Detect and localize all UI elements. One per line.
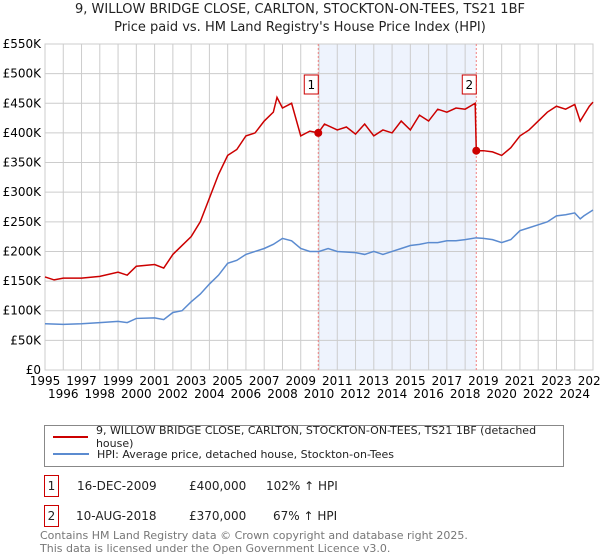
x-tick-label: 2013	[359, 374, 390, 388]
x-tick-label: 2003	[176, 374, 207, 388]
sale-date: 10-AUG-2018	[76, 509, 157, 523]
footer-line: This data is licensed under the Open Gov…	[40, 542, 391, 555]
x-tick-label: 2010	[304, 387, 335, 401]
legend-item-hpi: HPI: Average price, detached house, Stoc…	[53, 446, 394, 462]
x-tick-label: 2009	[285, 374, 316, 388]
x-tick-label: 2021	[505, 374, 536, 388]
sale-price: £400,000	[189, 479, 247, 493]
x-tick-label: 1997	[66, 374, 97, 388]
legend: 9, WILLOW BRIDGE CLOSE, CARLTON, STOCKTO…	[44, 424, 564, 467]
chart-title: 9, WILLOW BRIDGE CLOSE, CARLTON, STOCKTO…	[75, 2, 525, 17]
series-line	[44, 209, 594, 326]
x-tick-label: 2011	[322, 374, 353, 388]
legend-swatch-red	[53, 436, 88, 438]
x-tick-label: 1998	[85, 387, 116, 401]
x-tick-label: 2004	[194, 387, 225, 401]
x-tick-label: 2020	[486, 387, 517, 401]
y-tick-label: £300K	[3, 185, 43, 199]
x-tick-label: 2001	[139, 374, 170, 388]
sale-row-2: 2 10-AUG-2018 £370,000 67% ↑ HPI	[44, 505, 444, 527]
sale-point	[314, 128, 323, 137]
x-tick-label: 2015	[395, 374, 426, 388]
y-tick-label: £550K	[3, 37, 43, 51]
x-tick-label: 2006	[231, 387, 262, 401]
price-chart: 1995199619971998199920002001200220032004…	[3, 37, 600, 401]
sale-label: 1	[307, 78, 315, 92]
y-tick-label: £200K	[3, 244, 43, 258]
y-tick-label: £0	[26, 363, 41, 377]
legend-label: 9, WILLOW BRIDGE CLOSE, CARLTON, STOCKTO…	[95, 424, 537, 450]
legend-label: HPI: Average price, detached house, Stoc…	[97, 447, 395, 461]
x-tick-label: 2016	[413, 387, 444, 401]
x-tick-label: 2012	[340, 387, 371, 401]
x-tick-label: 2007	[249, 374, 280, 388]
series-line	[44, 95, 594, 281]
sale-price: £370,000	[189, 509, 247, 523]
y-tick-label: £150K	[3, 274, 43, 288]
chart-subtitle: Price paid vs. HM Land Registry's House …	[114, 20, 486, 35]
y-tick-label: £50K	[10, 333, 42, 347]
ownership-shade	[318, 44, 477, 370]
footer-line: Contains HM Land Registry data © Crown c…	[40, 529, 468, 542]
y-tick-label: £400K	[3, 126, 43, 140]
x-tick-label: 1999	[103, 374, 134, 388]
x-tick-label: 2018	[450, 387, 481, 401]
sale-row-1: 1 16-DEC-2009 £400,000 102% ↑ HPI	[44, 475, 444, 497]
x-tick-label: 2002	[158, 387, 189, 401]
x-tick-label: 2025	[578, 374, 600, 388]
x-tick-label: 1995	[30, 374, 61, 388]
x-tick-label: 2005	[212, 374, 243, 388]
x-tick-label: 2008	[267, 387, 298, 401]
y-tick-label: £500K	[3, 67, 43, 81]
sale-hpi: 102% ↑ HPI	[266, 479, 338, 493]
x-tick-label: 2023	[541, 374, 572, 388]
sale-label-box	[303, 74, 319, 95]
sale-label-box	[461, 74, 477, 95]
y-tick-label: £250K	[3, 215, 43, 229]
sale-point	[472, 146, 481, 155]
sale-marker: 1	[44, 475, 59, 497]
x-tick-label: 2019	[468, 374, 499, 388]
x-tick-label: 2017	[432, 374, 463, 388]
x-tick-label: 2000	[121, 387, 152, 401]
sale-hpi: 67% ↑ HPI	[273, 509, 338, 523]
sale-label: 2	[465, 78, 473, 92]
sale-date: 16-DEC-2009	[77, 479, 157, 493]
y-tick-label: £350K	[3, 156, 43, 170]
x-tick-label: 1996	[48, 387, 79, 401]
legend-item-property: 9, WILLOW BRIDGE CLOSE, CARLTON, STOCKTO…	[53, 424, 563, 450]
sale-marker: 2	[44, 505, 59, 527]
x-tick-label: 2024	[559, 387, 590, 401]
legend-swatch-blue	[53, 453, 89, 455]
footer: Contains HM Land Registry data © Crown c…	[40, 529, 468, 555]
x-tick-label: 2022	[523, 387, 554, 401]
y-tick-label: £100K	[3, 304, 43, 318]
x-tick-label: 2014	[377, 387, 408, 401]
y-tick-label: £450K	[3, 96, 43, 110]
